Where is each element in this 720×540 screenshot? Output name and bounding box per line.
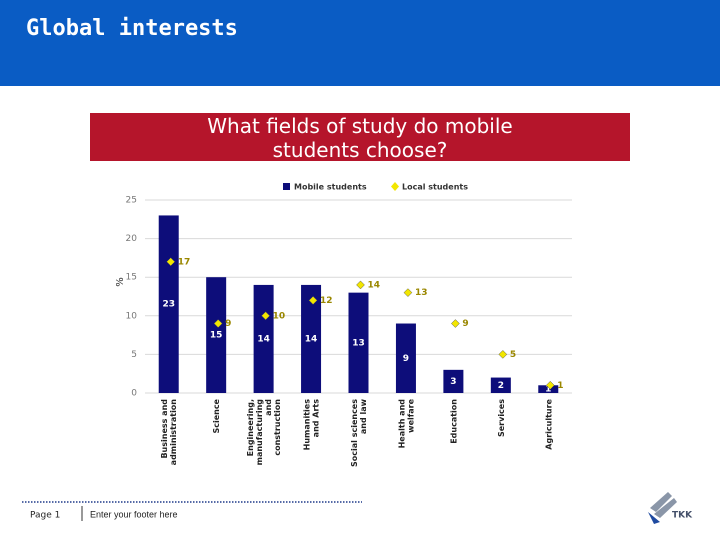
legend-label: Mobile students: [294, 183, 367, 192]
marker: [545, 380, 555, 390]
y-tick-label: 15: [126, 273, 137, 283]
marker: [166, 257, 176, 267]
y-tick-label: 0: [131, 389, 137, 399]
marker: [403, 288, 413, 297]
x-tick-label: Agriculture: [544, 398, 553, 449]
x-tick-label-line: Business and: [160, 399, 169, 459]
marker: [308, 296, 318, 305]
bar: [253, 284, 274, 393]
legend-label: Local students: [402, 183, 468, 192]
marker-value-label: 13: [415, 288, 428, 298]
x-tick-label-line: and: [264, 399, 273, 416]
marker-value-label: 1: [557, 381, 563, 391]
chart-title: What fields of study do mobile students c…: [207, 114, 512, 162]
marker-value-label: 5: [510, 350, 516, 360]
bar: [158, 215, 179, 393]
bar: [206, 277, 227, 393]
bar: [490, 377, 511, 393]
x-tick-label: Humanitiesand Arts: [302, 399, 320, 451]
logo-mark: [650, 492, 677, 518]
x-tick-label: Business andadministration: [160, 399, 178, 466]
bar: [443, 369, 464, 393]
marker-value-label: 12: [320, 296, 333, 306]
footer-text: Enter your footer here: [90, 509, 178, 519]
bar-value-label: 14: [305, 334, 318, 344]
x-tick-label-line: and Arts: [311, 399, 320, 438]
y-tick-label: 20: [126, 234, 138, 244]
bar: [538, 385, 559, 393]
bar-value-label: 9: [403, 354, 409, 364]
marker: [261, 311, 270, 321]
x-tick-label: Engineering,manufacturingandconstruction: [246, 399, 282, 466]
y-axis-label: %: [115, 277, 126, 287]
marker-value-label: 10: [273, 311, 286, 321]
y-tick-label: 10: [126, 311, 138, 321]
marker: [451, 319, 460, 328]
x-tick-label: Education: [449, 399, 458, 444]
marker: [213, 319, 223, 328]
x-tick-label-line: and law: [359, 398, 368, 434]
x-tick-label-line: welfare: [406, 398, 415, 432]
x-tick-label: Science: [212, 398, 221, 433]
header-bar: [0, 0, 720, 86]
x-tick-label-line: manufacturing: [255, 399, 264, 466]
marker: [498, 350, 508, 359]
chart-area: [105, 175, 575, 465]
marker-value-label: 9: [462, 319, 468, 329]
x-tick-label: Social sciencesand law: [350, 398, 368, 467]
marker-value-label: 9: [225, 319, 231, 329]
slide-title: Global interests: [26, 16, 238, 41]
bar-value-label: 13: [352, 338, 365, 348]
marker-value-label: 14: [368, 280, 381, 290]
legend-swatch: [283, 183, 290, 190]
x-tick-label-line: Services: [496, 399, 505, 437]
logo: TKK: [648, 492, 693, 524]
bar-value-label: 2: [498, 381, 504, 391]
y-tick-label: 5: [131, 350, 137, 360]
x-tick-label-line: Education: [449, 399, 458, 444]
bar: [348, 292, 369, 393]
x-tick-label: Services: [496, 399, 505, 437]
x-tick-label-line: Agriculture: [544, 398, 553, 449]
bar-value-label: 3: [450, 377, 456, 387]
x-tick-label-line: Social sciences: [350, 399, 359, 467]
marker: [356, 280, 365, 290]
x-tick-label-line: Humanities: [302, 399, 311, 451]
bar-value-label: 14: [257, 334, 270, 344]
x-tick-label-line: construction: [273, 399, 282, 456]
bar-value-label: 23: [162, 300, 175, 310]
bar: [301, 284, 322, 393]
page-number: Page 1: [30, 511, 60, 521]
logo-mark: [648, 512, 660, 524]
bar-value-label: 15: [210, 331, 223, 341]
x-tick-label: Health andwelfare: [397, 398, 415, 448]
legend-swatch: [391, 182, 399, 191]
x-tick-label-line: Engineering,: [246, 399, 255, 456]
x-tick-label-line: Health and: [397, 399, 406, 449]
marker-value-label: 17: [178, 257, 191, 267]
x-tick-label-line: Science: [212, 398, 221, 433]
bar: [395, 323, 416, 393]
y-tick-label: 25: [126, 196, 137, 206]
logo-text: TKK: [672, 511, 693, 521]
chart-title-bar: [90, 113, 630, 161]
x-tick-label-line: administration: [169, 399, 178, 466]
bar-value-label: 1: [545, 385, 551, 395]
